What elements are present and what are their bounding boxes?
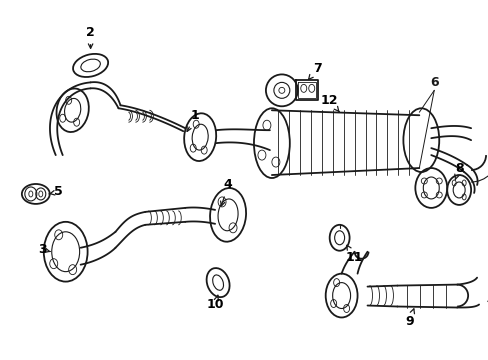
Text: 5: 5 (49, 185, 63, 198)
Text: 10: 10 (206, 295, 224, 311)
Text: 7: 7 (308, 62, 322, 80)
Text: 8: 8 (454, 162, 463, 180)
Text: 6: 6 (429, 76, 438, 89)
Text: 12: 12 (320, 94, 339, 112)
Text: 4: 4 (220, 179, 232, 206)
Text: 3: 3 (39, 243, 50, 256)
Text: 2: 2 (86, 26, 95, 48)
Text: 1: 1 (187, 109, 199, 131)
Text: 11: 11 (345, 245, 363, 264)
Text: 9: 9 (404, 309, 414, 328)
